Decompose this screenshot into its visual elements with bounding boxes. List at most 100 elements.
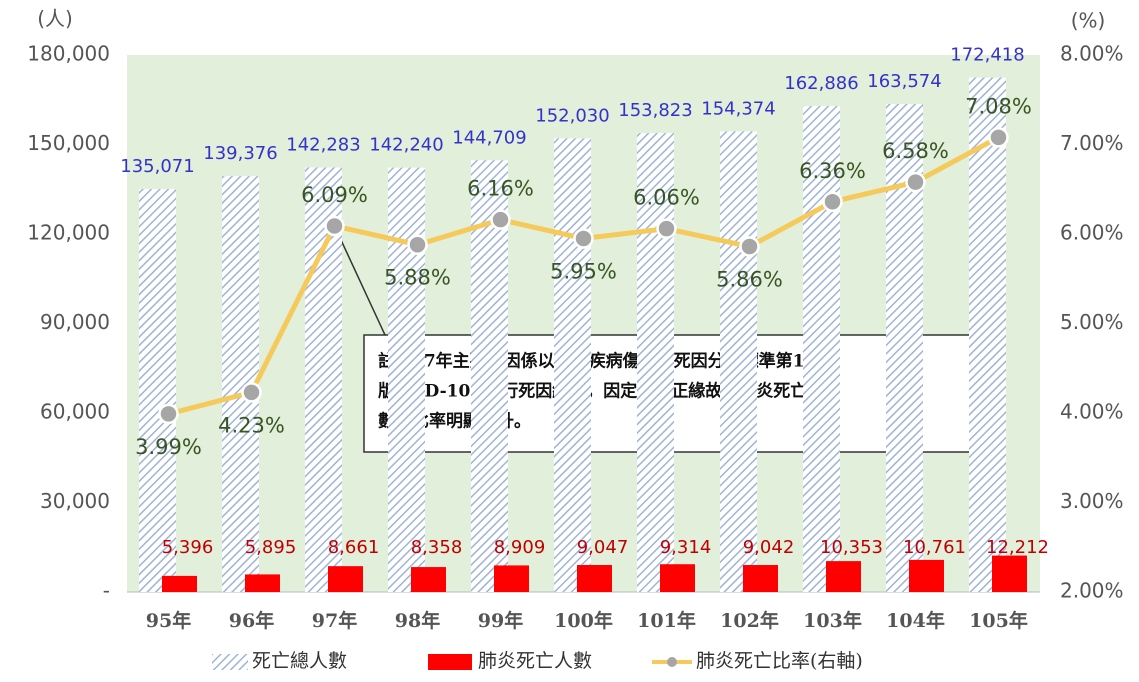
value-label: 6.06% — [633, 186, 700, 210]
value-label: 5.88% — [384, 266, 451, 290]
y-tick-label: 120,000 — [27, 221, 110, 245]
value-label: 135,071 — [120, 156, 194, 177]
y2-tick-label: 3.00% — [1060, 489, 1124, 513]
y2-tick-label: 6.00% — [1060, 221, 1124, 245]
bar — [803, 106, 840, 593]
x-tick-label: 98年 — [395, 609, 440, 632]
x-tick-label: 104年 — [886, 609, 945, 632]
y2-axis-label: (%) — [1071, 9, 1106, 33]
value-label: 6.16% — [467, 177, 534, 201]
value-label: 9,042 — [743, 537, 795, 558]
legend-swatch — [212, 654, 248, 670]
marker — [490, 209, 511, 230]
legend-label: 肺炎死亡比率(右軸) — [696, 650, 863, 672]
value-label: 152,030 — [535, 105, 609, 126]
bar — [660, 564, 695, 592]
x-tick-label: 103年 — [803, 609, 862, 632]
marker — [739, 236, 760, 257]
marker — [407, 234, 428, 255]
x-tick-label: 100年 — [554, 609, 613, 632]
value-label: 154,374 — [701, 98, 775, 119]
y-tick-label: 90,000 — [40, 310, 110, 334]
x-tick-label: 101年 — [637, 609, 696, 632]
bar — [139, 189, 176, 592]
y-axis-label: (人) — [37, 7, 73, 31]
y-tick-label: 60,000 — [40, 400, 110, 424]
legend-swatch — [428, 654, 472, 670]
x-tick-label: 95年 — [146, 609, 191, 632]
value-label: 4.23% — [218, 413, 285, 437]
bar — [494, 565, 529, 592]
value-label: 8,909 — [494, 537, 546, 558]
value-label: 9,314 — [660, 537, 712, 558]
y2-tick-label: 8.00% — [1060, 42, 1124, 66]
annotation-box — [363, 334, 987, 453]
value-label: 6.09% — [301, 183, 368, 207]
marker — [573, 228, 594, 249]
value-label: 144,709 — [452, 127, 526, 148]
y2-tick-label: 2.00% — [1060, 579, 1124, 603]
bar — [969, 77, 1006, 593]
value-label: 6.36% — [799, 159, 866, 183]
bar — [992, 555, 1027, 592]
bar — [388, 167, 425, 592]
marker — [822, 191, 843, 213]
bar — [909, 559, 944, 592]
marker — [988, 127, 1009, 148]
y-tick-label: 150,000 — [27, 131, 110, 155]
legend-label: 死亡總人數 — [252, 650, 347, 672]
y-tick-label: - — [103, 579, 110, 603]
value-label: 7.08% — [965, 94, 1032, 118]
bar — [554, 138, 591, 592]
y-tick-label: 30,000 — [40, 489, 110, 513]
marker — [656, 218, 677, 239]
value-label: 5.95% — [550, 259, 617, 283]
bar — [471, 160, 508, 592]
bar — [743, 565, 778, 592]
legend-label: 肺炎死亡人數 — [478, 650, 592, 672]
marker — [905, 171, 926, 193]
annotation-leader — [333, 225, 386, 336]
x-tick-label: 105年 — [969, 609, 1028, 632]
marker — [158, 403, 179, 425]
x-tick-label: 97年 — [312, 609, 357, 632]
y2-tick-label: 7.00% — [1060, 131, 1124, 155]
value-label: 10,353 — [820, 537, 883, 558]
value-label: 142,283 — [286, 135, 360, 156]
bar — [245, 574, 280, 592]
x-tick-label: 99年 — [478, 609, 523, 632]
value-label: 3.99% — [135, 435, 202, 459]
value-label: 5.86% — [716, 268, 783, 292]
bar — [720, 131, 757, 592]
value-label: 5,396 — [162, 537, 214, 558]
value-label: 6.58% — [882, 139, 949, 163]
value-label: 9,047 — [577, 537, 629, 558]
x-tick-label: 102年 — [720, 609, 779, 632]
x-tick-label: 96年 — [229, 609, 274, 632]
value-label: 153,823 — [618, 100, 692, 121]
value-label: 8,358 — [411, 537, 463, 558]
bar — [577, 565, 612, 592]
bar — [411, 567, 446, 592]
marker — [324, 215, 345, 237]
bar — [637, 133, 674, 592]
value-label: 172,418 — [950, 45, 1024, 66]
value-label: 162,886 — [784, 73, 858, 94]
value-label: 12,212 — [986, 537, 1049, 558]
bar — [328, 566, 363, 592]
bar — [826, 561, 861, 592]
bar — [305, 167, 342, 592]
value-label: 5,895 — [245, 537, 297, 558]
legend-marker — [667, 657, 677, 667]
bar — [162, 575, 197, 592]
value-label: 139,376 — [203, 143, 277, 164]
value-label: 8,661 — [328, 537, 380, 558]
value-label: 142,240 — [369, 135, 443, 156]
y2-tick-label: 5.00% — [1060, 310, 1124, 334]
y-tick-label: 180,000 — [27, 42, 110, 66]
value-label: 10,761 — [903, 537, 966, 558]
annotation-text: 版(ICD-10 )進行死因統計，因定義修正緣故，肺炎死亡人 — [378, 381, 825, 402]
y2-tick-label: 4.00% — [1060, 400, 1124, 424]
marker — [241, 382, 262, 403]
